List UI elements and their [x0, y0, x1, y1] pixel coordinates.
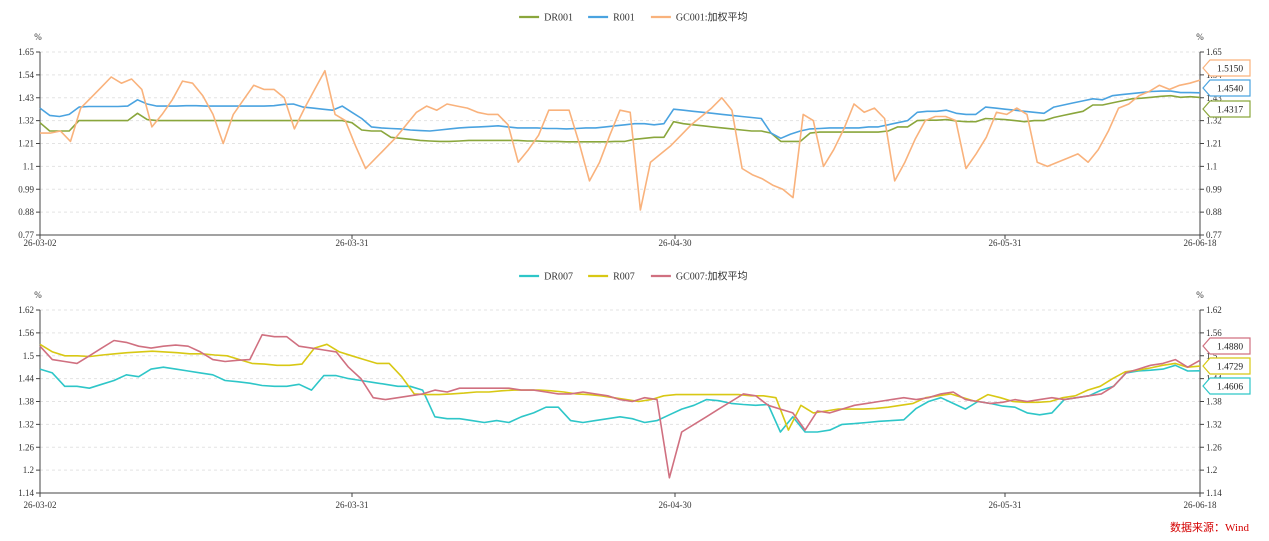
data-source-note: 数据来源：Wind [1170, 522, 1249, 534]
y-tick-label-right: 1.38 [1206, 397, 1222, 407]
end-value-flag-box [1202, 377, 1251, 395]
series-line-r001 [39, 90, 1201, 140]
x-tick-label: 26-05-31 [989, 500, 1022, 510]
y-tick-label-left: 1.54 [18, 70, 34, 80]
y-tick-label-right: 1.65 [1206, 47, 1222, 57]
chart-panel-2: 1.14 1.14 1.2 1.2 1.26 1.26 1.32 1.32 1.38 1.38 1.… [18, 270, 1251, 510]
x-tick-label: 26-03-02 [24, 238, 57, 248]
legend-label: GC001:加权平均 [676, 11, 748, 24]
y-tick-label-left: 0.77 [18, 230, 34, 240]
x-tick-label: 26-03-02 [24, 500, 57, 510]
end-value-flag-box [1202, 337, 1251, 355]
y-tick-label-right: 1.2 [1206, 465, 1217, 475]
y-tick-label-left: 1.38 [18, 397, 34, 407]
y-unit-right: % [1196, 290, 1204, 300]
y-tick-label-right: 1.32 [1206, 419, 1222, 429]
x-tick-label: 26-06-18 [1184, 500, 1217, 510]
y-tick-label-left: 0.99 [18, 184, 34, 194]
end-value-flag: 1.4729 [1202, 357, 1251, 375]
y-unit-left: % [34, 290, 42, 300]
y-unit-left: % [34, 32, 42, 42]
end-value-flag: 1.4880 [1202, 337, 1251, 355]
y-tick-label-left: 1.2 [23, 465, 34, 475]
series-line-dr007 [39, 364, 1201, 433]
legend-label: DR007 [544, 272, 573, 283]
legend-label: R001 [613, 13, 635, 24]
y-tick-label-left: 1.43 [18, 93, 34, 103]
y-tick-label-left: 1.32 [18, 116, 34, 126]
y-tick-label-right: 1.14 [1206, 488, 1222, 498]
series-line-r007 [39, 343, 1201, 431]
legend-label: GC007:加权平均 [676, 270, 748, 283]
y-tick-label-left: 1.62 [18, 305, 34, 315]
y-tick-label-right: 1.5 [1206, 351, 1218, 361]
y-tick-label-left: 1.1 [23, 161, 34, 171]
x-tick-label: 26-04-30 [659, 500, 692, 510]
y-tick-label-left: 0.88 [18, 207, 34, 217]
end-value-flag-label: 1.5150 [1217, 65, 1243, 75]
end-value-flag-label: 1.4880 [1217, 343, 1243, 353]
end-value-flag-label: 1.4729 [1217, 363, 1243, 373]
series-line-gc007 [39, 333, 1201, 479]
y-tick-label-left: 1.32 [18, 419, 34, 429]
end-value-flag-box [1202, 100, 1251, 118]
y-tick-label-right: 1.56 [1206, 328, 1222, 338]
y-tick-label-left: 1.26 [18, 442, 34, 452]
y-tick-label-left: 1.44 [18, 374, 34, 384]
x-tick-label: 26-03-31 [336, 500, 369, 510]
x-tick-label: 26-04-30 [659, 238, 692, 248]
y-tick-label-right: 1.26 [1206, 442, 1222, 452]
series-line-dr001 [39, 94, 1201, 143]
end-value-flag-box [1202, 59, 1251, 77]
x-tick-label: 26-05-31 [989, 238, 1022, 248]
x-tick-label: 26-03-31 [336, 238, 369, 248]
end-value-flag-box [1202, 357, 1251, 375]
y-tick-label-right: 0.99 [1206, 184, 1222, 194]
end-value-flag: 1.5150 [1202, 59, 1251, 77]
y-tick-label-left: 1.5 [23, 351, 35, 361]
series-line-gc001 [40, 69, 1201, 211]
end-value-flag-label: 1.4540 [1217, 85, 1243, 95]
chart-panel-1: 0.77 0.77 0.88 0.88 0.99 0.99 1.1 1.1 1.21 1.21 1.… [18, 11, 1251, 248]
x-tick-label: 26-06-18 [1184, 238, 1217, 248]
legend-label: R007 [613, 272, 635, 283]
y-tick-label-right: 1.62 [1206, 305, 1222, 315]
y-tick-label-right: 1.21 [1206, 139, 1222, 149]
y-unit-right: % [1196, 32, 1204, 42]
y-tick-label-left: 1.14 [18, 488, 34, 498]
y-tick-label-right: 1.32 [1206, 116, 1222, 126]
y-tick-label-right: 0.77 [1206, 230, 1222, 240]
end-value-flag-label: 1.4606 [1217, 383, 1243, 393]
y-tick-label-left: 1.21 [18, 139, 34, 149]
y-tick-label-right: 1.43 [1206, 93, 1222, 103]
legend-label: DR001 [544, 13, 573, 24]
end-value-flag: 1.4317 [1202, 100, 1251, 118]
y-tick-label-right: 0.88 [1206, 207, 1222, 217]
end-value-flag: 1.4606 [1202, 377, 1251, 395]
end-value-flag-box [1202, 79, 1251, 97]
end-value-flag: 1.4540 [1202, 79, 1251, 97]
end-value-flag-label: 1.4317 [1217, 106, 1243, 116]
y-tick-label-right: 1.1 [1206, 161, 1217, 171]
y-tick-label-left: 1.65 [18, 47, 34, 57]
y-tick-label-left: 1.56 [18, 328, 34, 338]
